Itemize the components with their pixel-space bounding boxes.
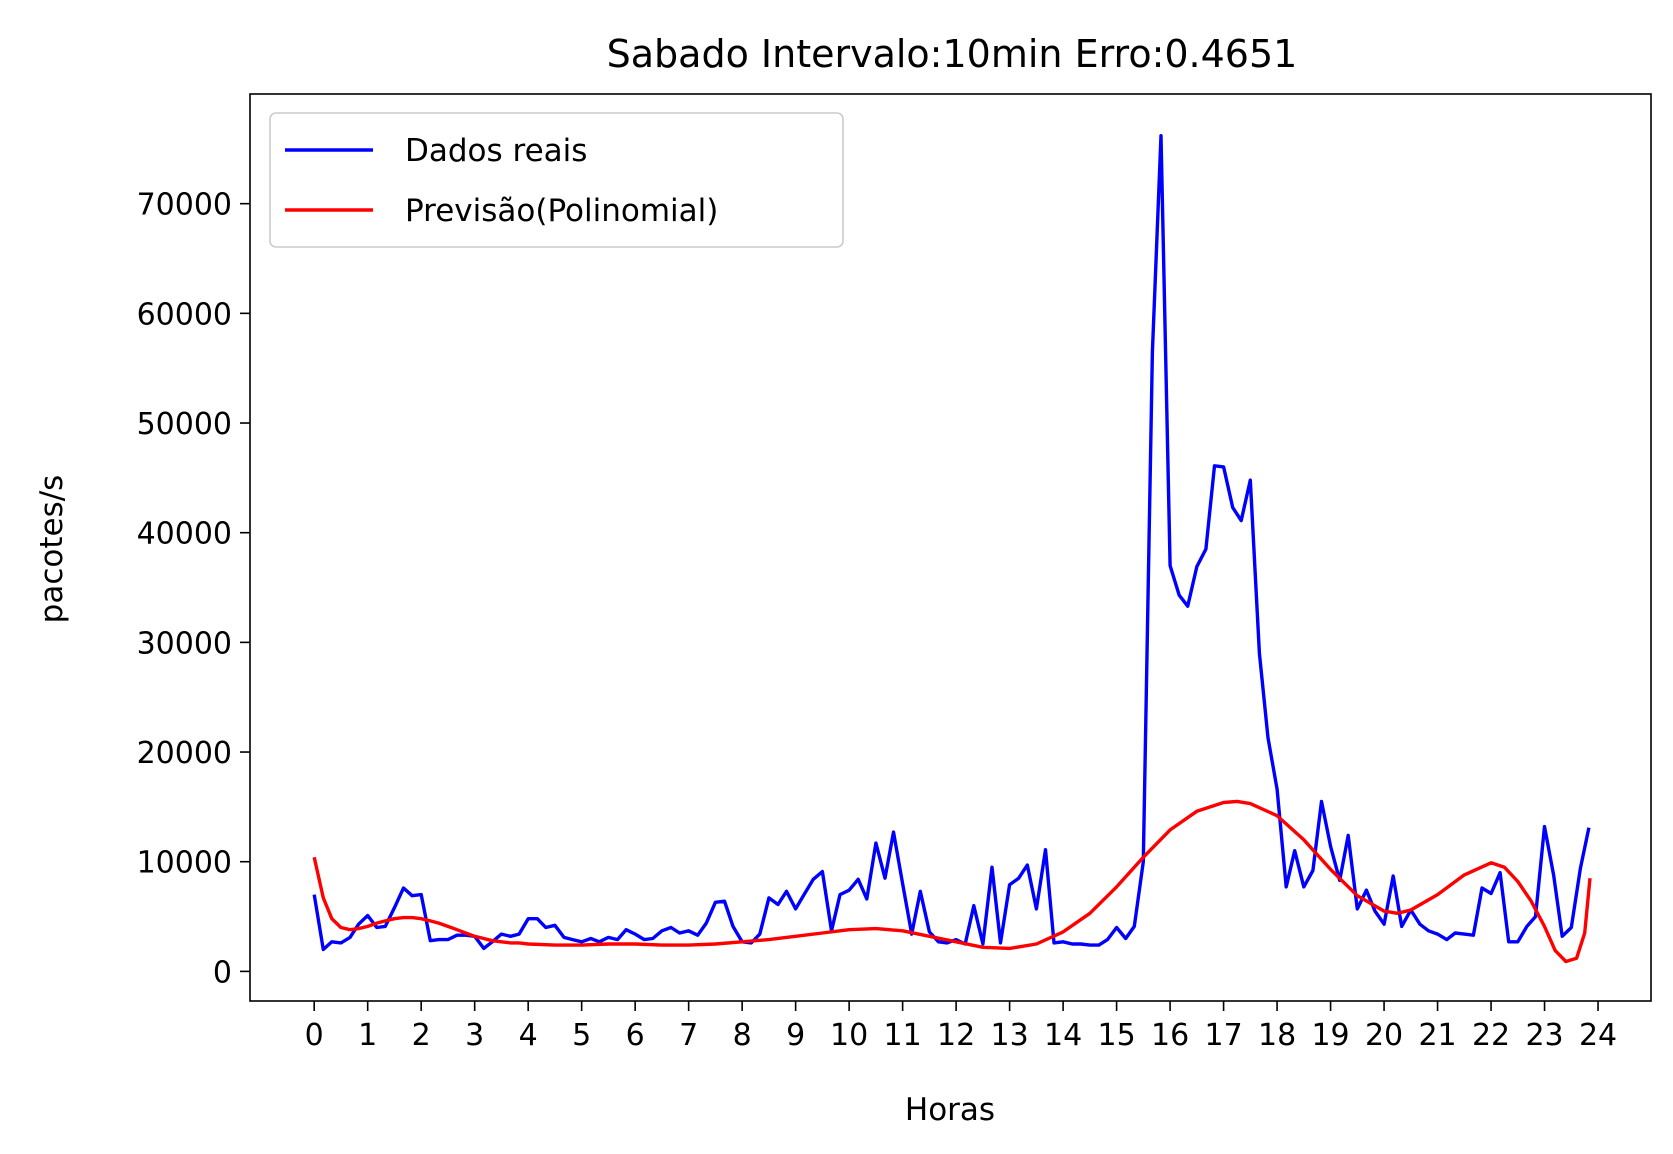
x-tick-label: 20	[1365, 1018, 1403, 1053]
x-tick-label: 18	[1258, 1018, 1296, 1053]
y-tick-label: 50000	[137, 407, 232, 442]
y-tick-label: 70000	[137, 188, 232, 223]
x-tick-label: 19	[1311, 1018, 1349, 1053]
x-tick-label: 1	[358, 1018, 377, 1053]
x-tick-label: 5	[572, 1018, 591, 1053]
x-tick-label: 0	[305, 1018, 324, 1053]
x-tick-label: 11	[884, 1018, 922, 1053]
y-tick-label: 60000	[137, 297, 232, 332]
x-tick-label: 14	[1044, 1018, 1082, 1053]
plot-frame	[249, 93, 1652, 1002]
legend-label-dados-reais: Dados reais	[405, 133, 587, 169]
x-axis-ticks: 0 1 2 3 4 5 6 7 8 9 10 11 12 13 14 15 16 17 18 19 20 21 22 23 24	[305, 1001, 1617, 1053]
y-tick-label: 0	[213, 955, 232, 990]
y-tick-label: 30000	[137, 626, 232, 661]
x-tick-label: 22	[1472, 1018, 1510, 1053]
x-tick-label: 24	[1579, 1018, 1617, 1053]
y-axis-ticks: 0 10000 20000 30000 40000 50000 60000 70000	[137, 188, 250, 990]
chart-title: Sabado Intervalo:10min Erro:0.4651	[607, 32, 1298, 76]
x-tick-label: 17	[1204, 1018, 1242, 1053]
legend: Dados reais Previsão(Polinomial)	[269, 112, 844, 248]
x-tick-label: 10	[830, 1018, 868, 1053]
x-tick-label: 13	[991, 1018, 1029, 1053]
y-axis-label: pacotes/s	[34, 475, 70, 624]
x-tick-label: 6	[626, 1018, 645, 1053]
x-tick-label: 15	[1098, 1018, 1136, 1053]
x-tick-label: 8	[733, 1018, 752, 1053]
x-tick-label: 21	[1418, 1018, 1456, 1053]
x-tick-label: 9	[786, 1018, 805, 1053]
x-axis-label: Horas	[905, 1092, 995, 1128]
legend-label-previsao: Previsão(Polinomial)	[405, 193, 718, 229]
x-tick-label: 4	[519, 1018, 538, 1053]
x-tick-label: 3	[465, 1018, 484, 1053]
legend-box	[269, 112, 844, 248]
series-line-previsao	[312, 799, 1592, 964]
plot-lines	[312, 133, 1592, 964]
y-tick-label: 40000	[137, 517, 232, 552]
y-tick-label: 10000	[137, 846, 232, 881]
x-tick-label: 16	[1151, 1018, 1189, 1053]
y-tick-label: 20000	[137, 736, 232, 771]
x-tick-label: 23	[1525, 1018, 1563, 1053]
x-tick-label: 12	[937, 1018, 975, 1053]
x-tick-label: 7	[679, 1018, 698, 1053]
x-tick-label: 2	[412, 1018, 431, 1053]
